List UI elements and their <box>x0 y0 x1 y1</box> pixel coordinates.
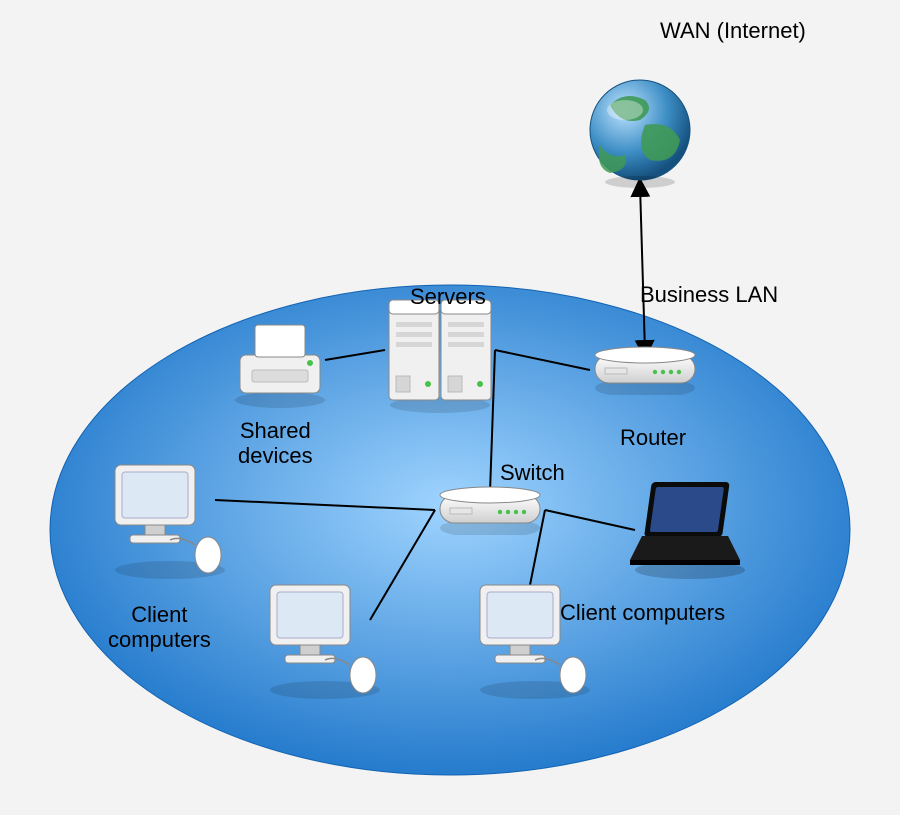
network-diagram: WAN (Internet) Business LAN Servers Rout… <box>0 0 900 815</box>
wan-label: WAN (Internet) <box>660 18 806 43</box>
business-lan-label: Business LAN <box>640 282 778 307</box>
client-computers-right-label: Client computers <box>560 600 725 625</box>
switch-label: Switch <box>500 460 565 485</box>
servers-label: Servers <box>410 284 486 309</box>
router-label: Router <box>620 425 686 450</box>
shared-devices-label: Shared devices <box>238 418 313 469</box>
client-computers-left-label: Client computers <box>108 602 211 653</box>
